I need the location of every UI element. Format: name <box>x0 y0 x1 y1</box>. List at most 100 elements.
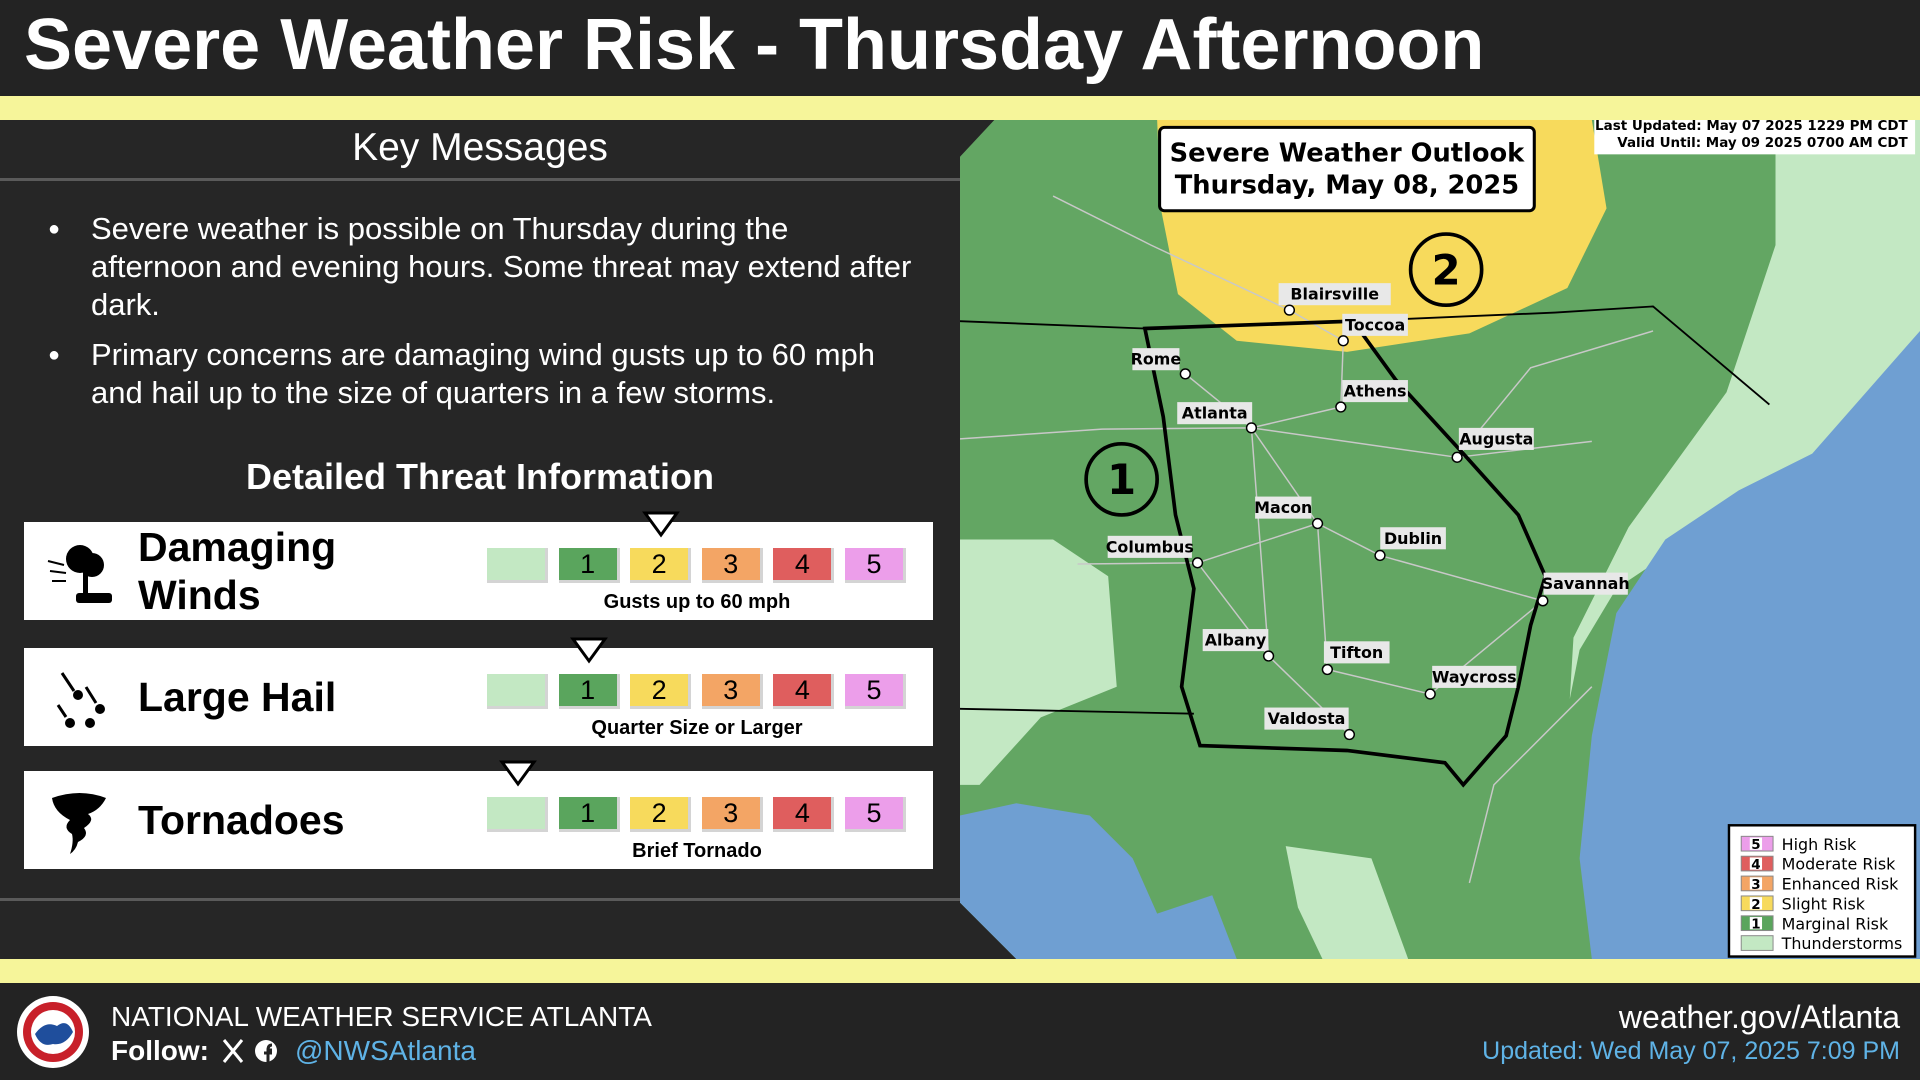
city-label-bg <box>1380 527 1446 550</box>
outlook-map: Last Updated: May 07 2025 1229 PM CDT Va… <box>960 120 1920 959</box>
legend-number: 2 <box>1751 897 1760 913</box>
threat-name: Tornadoes <box>138 797 345 843</box>
legend-number: 3 <box>1751 877 1760 893</box>
city-layer: Blairsville Toccoa Rome Athens Atlanta August… <box>1106 283 1630 741</box>
city-label: Toccoa <box>1345 315 1405 334</box>
city-dot <box>1537 595 1549 607</box>
threat-card: Damaging Winds 1 2 3 4 5 Gusts up to 60 mph <box>24 511 933 620</box>
risk-area-label: 2 <box>1432 245 1461 294</box>
legend-number-bg <box>1749 837 1763 850</box>
city-label-bg <box>1342 380 1408 403</box>
threat-caption: Quarter Size or Larger <box>591 717 803 739</box>
city-label-bg <box>1278 283 1391 306</box>
map-title: Thursday, May 08, 2025 <box>1175 171 1519 201</box>
level-marker <box>570 637 609 664</box>
city-label: Valdosta <box>1268 709 1346 728</box>
city-label-bg <box>1255 496 1312 519</box>
risk-area-label: 1 <box>1107 455 1136 504</box>
level-marker <box>498 760 537 787</box>
website[interactable]: weather.gov/Atlanta <box>1618 999 1900 1035</box>
city-label: Blairsville <box>1290 285 1379 304</box>
risk-area-marker <box>1408 232 1484 308</box>
city-dot <box>1245 422 1258 434</box>
state-lines <box>960 305 1770 788</box>
legend-number-bg <box>1749 877 1763 890</box>
city-label-bg <box>1543 572 1628 595</box>
city-dot <box>1337 335 1349 347</box>
legend-label: Slight Risk <box>1782 894 1866 913</box>
city-label: Savannah <box>1542 574 1630 593</box>
city-label-bg <box>1132 348 1180 371</box>
city-dot <box>1335 401 1347 413</box>
city-dot <box>1262 650 1275 662</box>
risk-box: 4 <box>773 797 835 832</box>
threat-name: Damaging Winds <box>138 524 337 618</box>
risk-box: 3 <box>701 674 763 709</box>
legend-number-bg <box>1749 897 1763 910</box>
city-dot <box>1283 304 1296 316</box>
legend-number: 1 <box>1751 917 1760 933</box>
risk-box: 2 <box>630 797 692 832</box>
level-marker <box>641 511 680 538</box>
divider <box>0 178 960 181</box>
risk-area-layer: 12 <box>1084 232 1484 517</box>
city-dot <box>1424 688 1436 700</box>
threat-icon <box>56 672 105 728</box>
risk-area-marker <box>1084 441 1159 517</box>
legend-entries: 5 High Risk 4 Moderate Risk 3 Enhanced Risk 2 S… <box>1740 835 1903 953</box>
accent-strip <box>0 96 1920 120</box>
accent-strip <box>0 959 1920 983</box>
city-label: Albany <box>1205 631 1267 650</box>
gulf <box>960 803 1237 959</box>
valid-until: Valid Until: May 09 2025 0700 AM CDT <box>1617 135 1908 151</box>
threat-icon <box>47 545 112 603</box>
legend-number-bg <box>1749 857 1763 870</box>
social-handle[interactable]: @NWSAtlanta <box>295 1035 476 1066</box>
map-title: Severe Weather Outlook <box>1170 139 1526 169</box>
city-dot <box>1321 663 1333 676</box>
city-label-bg <box>1107 535 1192 558</box>
map-title-box <box>1158 125 1536 213</box>
city-dot <box>1311 517 1324 530</box>
page-title: Severe Weather Risk - Thursday Afternoon <box>24 5 1485 85</box>
bullet: Primary concerns are damaging wind gusts… <box>48 336 918 412</box>
follow-label: Follow: <box>111 1035 209 1066</box>
social-icons <box>222 1039 277 1063</box>
risk-box: 2 <box>630 674 692 709</box>
header: Severe Weather Risk - Thursday Afternoon <box>0 0 1920 96</box>
city-label-bg <box>1202 629 1269 652</box>
timestamp-bg <box>1594 120 1916 155</box>
risk-box <box>487 548 548 583</box>
city-label-bg <box>1323 641 1390 664</box>
risk-box: 3 <box>701 797 763 832</box>
risk-box: 3 <box>701 548 763 583</box>
threat-caption: Brief Tornado <box>632 840 762 862</box>
section-heading: Key Messages <box>352 126 608 169</box>
threat-name: Large Hail <box>138 674 337 720</box>
risk-box: 1 <box>558 548 620 583</box>
last-updated: Last Updated: May 07 2025 1229 PM CDT <box>1595 120 1908 134</box>
tstm-area <box>1285 846 1409 959</box>
city-dot <box>1374 549 1386 562</box>
legend-number-bg <box>1749 917 1763 930</box>
threat-icon <box>52 793 106 854</box>
legend-label: Thunderstorms <box>1781 934 1903 953</box>
threat-card: Large Hail 1 2 3 4 5 Quarter Size or Larger <box>24 637 933 746</box>
bullet: Severe weather is possible on Thursday d… <box>48 210 918 324</box>
office-name: NATIONAL WEATHER SERVICE ATLANTA <box>111 1001 652 1032</box>
city-label: Waycross <box>1432 667 1517 686</box>
city-label-bg <box>1264 707 1349 730</box>
risk-box: 1 <box>558 674 620 709</box>
city-dot <box>1191 557 1204 569</box>
city-label-bg <box>1177 402 1253 425</box>
threat-card: Tornadoes 1 2 3 4 5 Brief Tornado <box>24 760 933 869</box>
tstm-area <box>960 539 1117 785</box>
city-label: Columbus <box>1106 537 1194 556</box>
nws-logo <box>17 996 89 1068</box>
legend-label: Enhanced Risk <box>1782 875 1899 894</box>
city-label-bg <box>1432 665 1517 688</box>
city-label-bg <box>1342 313 1408 336</box>
city-label-bg <box>1458 427 1534 450</box>
updated-time: Updated: Wed May 07, 2025 7:09 PM <box>1482 1037 1900 1065</box>
